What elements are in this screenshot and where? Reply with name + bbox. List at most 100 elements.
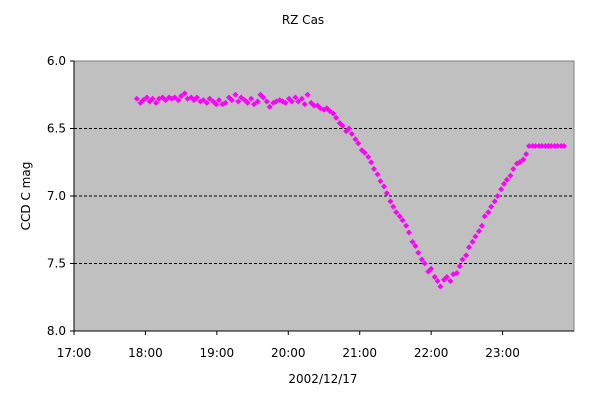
data-point [133,95,140,102]
data-point [396,213,403,220]
y-tick-label: 8.0 [47,324,66,338]
data-point [447,278,454,285]
data-point [222,99,229,106]
data-point [488,203,495,210]
data-point [526,143,532,150]
data-point [510,166,517,172]
y-tick-label: 6.0 [47,54,66,68]
grid-layer [74,128,574,264]
data-point [403,222,410,229]
data-point [481,213,488,220]
data-point [216,97,222,104]
data-point [381,183,387,190]
x-tick-label: 20:00 [271,346,306,360]
data-point [368,159,375,166]
y-tick-label: 6.5 [47,122,66,136]
data-point [288,98,295,105]
data-point [387,198,394,205]
data-point [238,94,245,101]
data-point [361,149,368,156]
data-point [326,107,333,114]
data-point [463,252,470,259]
data-point [330,110,337,117]
x-tick-label: 22:00 [414,346,449,360]
data-point [295,98,302,105]
data-point [501,180,507,187]
data-point [383,190,390,197]
data-point [282,99,289,106]
data-point [409,238,416,245]
data-point [399,217,406,224]
x-axis-title: 2002/12/17 [288,372,357,386]
data-point [415,249,422,256]
y-tick-label: 7.5 [47,257,66,271]
data-point [260,94,267,101]
x-tick-label: 18:00 [128,346,163,360]
data-point [516,159,523,166]
data-point [485,209,492,216]
data-point [476,228,482,235]
x-tick-label: 23:00 [485,346,520,360]
data-point [554,143,561,150]
data-point [352,136,359,143]
data-point [248,95,255,102]
data-point [431,274,438,280]
data-point [498,186,505,193]
data-point [254,98,261,105]
data-point [491,198,498,205]
data-point [304,91,311,98]
data-point [149,95,156,102]
data-point [311,102,317,109]
data-point [301,101,308,108]
data-point [232,91,239,98]
y-axis-title: CCD C mag [19,162,33,231]
data-point [181,90,188,97]
data-point [244,99,251,106]
data-point [437,283,444,290]
data-points [133,90,567,290]
data-point [418,256,425,263]
data-point [478,222,485,229]
data-point [175,97,182,104]
data-point [507,172,514,179]
data-point [203,99,210,106]
data-point [434,278,441,285]
data-point [193,94,200,101]
data-point [377,178,384,185]
data-point [561,143,567,150]
x-tick-labels: 17:00 18:00 19:00 20:00 21:00 22:00 23:00 [57,346,520,360]
data-point [406,229,412,236]
data-point [178,93,185,100]
data-point [443,274,450,280]
data-point [503,176,510,183]
chart-title: RZ Cas [282,13,324,27]
data-point [171,94,178,101]
data-point [143,94,150,101]
data-point [140,97,147,104]
data-point [548,143,555,150]
data-point [469,238,476,245]
data-point [390,203,397,210]
data-point [466,244,472,251]
data-point [200,97,207,104]
data-point [459,256,466,263]
data-point [421,260,428,267]
data-point [532,143,539,150]
data-point [520,156,527,163]
data-point [206,95,213,102]
data-point [453,269,460,276]
data-point [298,95,305,102]
data-point [339,122,346,129]
data-point [412,242,419,249]
x-tick-label: 17:00 [57,346,92,360]
x-tick-label: 21:00 [342,346,377,360]
data-point [292,94,299,101]
data-point [355,140,362,147]
data-point [266,103,273,110]
y-tick-label: 7.0 [47,189,66,203]
data-point [374,171,381,178]
data-point [333,114,340,121]
data-point [348,130,355,137]
data-point [371,166,377,172]
